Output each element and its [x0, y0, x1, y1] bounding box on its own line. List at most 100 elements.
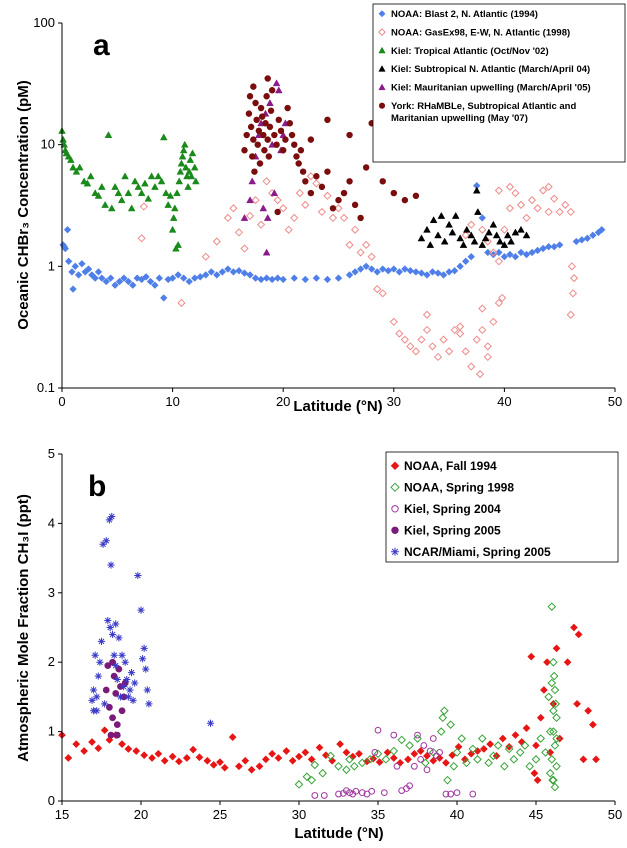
data-point — [389, 746, 399, 756]
data-point — [115, 277, 124, 286]
data-point — [177, 159, 186, 167]
data-point — [147, 172, 156, 180]
data-point — [100, 726, 109, 735]
x-tick-label: 40 — [497, 394, 511, 409]
data-point — [527, 652, 536, 661]
data-point — [495, 248, 503, 257]
data-point — [373, 284, 382, 294]
data-point — [439, 335, 448, 344]
legend-label: Maritanian upwelling (May '07) — [391, 113, 528, 124]
data-point — [263, 214, 272, 221]
data-point — [270, 189, 279, 197]
data-point — [262, 120, 269, 127]
data-point — [246, 93, 254, 100]
data-point — [549, 671, 559, 681]
data-point — [124, 744, 133, 753]
legend-marker — [378, 46, 386, 54]
data-point — [112, 690, 120, 697]
data-point — [248, 177, 257, 185]
data-point — [86, 172, 95, 180]
data-point — [547, 755, 557, 764]
data-point — [478, 325, 487, 335]
data-point — [417, 234, 426, 242]
b-series-0 — [58, 623, 600, 785]
data-point — [174, 271, 182, 279]
data-point — [461, 231, 470, 240]
legend-label: NOAA: Blast 2, N. Atlantic (1994) — [391, 9, 538, 20]
data-point — [346, 131, 353, 139]
data-point — [104, 616, 112, 625]
data-point — [174, 240, 182, 248]
data-point — [186, 155, 195, 163]
x-tick-label: 25 — [213, 807, 227, 822]
data-point — [346, 789, 353, 797]
data-point — [452, 748, 462, 757]
data-point — [64, 754, 73, 762]
x-tick-label: 30 — [292, 807, 306, 822]
data-point — [106, 274, 115, 282]
data-point — [371, 749, 379, 756]
data-point — [241, 147, 248, 154]
data-point — [336, 740, 345, 749]
data-point — [261, 755, 270, 764]
data-point — [160, 756, 169, 765]
data-point — [494, 186, 503, 195]
data-point — [552, 761, 561, 771]
data-point — [279, 204, 288, 213]
data-point — [212, 237, 221, 246]
legend-label: Kiel: Mauritanian upwelling (March/April… — [391, 83, 591, 94]
data-point — [294, 780, 304, 789]
data-point — [88, 738, 96, 746]
y-tick-label: 3 — [48, 585, 55, 600]
panel-a-x-axis-label: Latitude (°N) — [293, 398, 382, 415]
data-point — [342, 748, 351, 757]
x-tick-label: 15 — [55, 807, 69, 822]
data-point — [121, 172, 129, 180]
data-point — [365, 755, 375, 764]
panel-b-legend: NOAA, Fall 1994 NOAA, Spring 1998 Kiel, Sp… — [385, 451, 619, 563]
data-point — [326, 751, 335, 761]
data-point — [457, 734, 467, 743]
data-point — [177, 298, 186, 308]
data-point — [511, 188, 520, 198]
data-point — [505, 742, 514, 751]
data-point — [273, 274, 282, 282]
data-point — [544, 182, 553, 191]
data-point — [428, 268, 437, 276]
data-point — [373, 268, 381, 276]
data-point — [563, 658, 572, 667]
data-point — [406, 266, 415, 275]
data-point — [307, 755, 316, 764]
data-point — [439, 271, 448, 279]
data-point — [334, 761, 343, 771]
x-tick-label: 40 — [450, 807, 464, 822]
data-point — [434, 231, 442, 239]
data-point — [489, 248, 498, 257]
data-point — [367, 265, 376, 273]
data-point — [311, 792, 319, 799]
data-point — [475, 370, 485, 379]
data-point — [178, 152, 187, 160]
data-point — [277, 127, 285, 135]
data-point — [436, 727, 446, 736]
data-point — [179, 146, 188, 154]
data-point — [262, 274, 271, 282]
y-tick-label: 100 — [33, 15, 55, 30]
data-point — [264, 75, 271, 82]
data-point — [531, 755, 541, 764]
data-point — [400, 335, 409, 344]
data-point — [533, 204, 542, 213]
data-point — [379, 178, 386, 185]
data-point — [90, 686, 98, 694]
data-point — [141, 179, 149, 187]
data-point — [84, 265, 93, 273]
data-point — [228, 733, 237, 742]
data-point — [517, 248, 525, 257]
data-point — [223, 213, 233, 223]
data-point — [134, 182, 143, 190]
data-point — [422, 310, 432, 319]
data-point — [307, 136, 315, 143]
data-point — [461, 257, 470, 266]
data-point — [552, 713, 561, 723]
